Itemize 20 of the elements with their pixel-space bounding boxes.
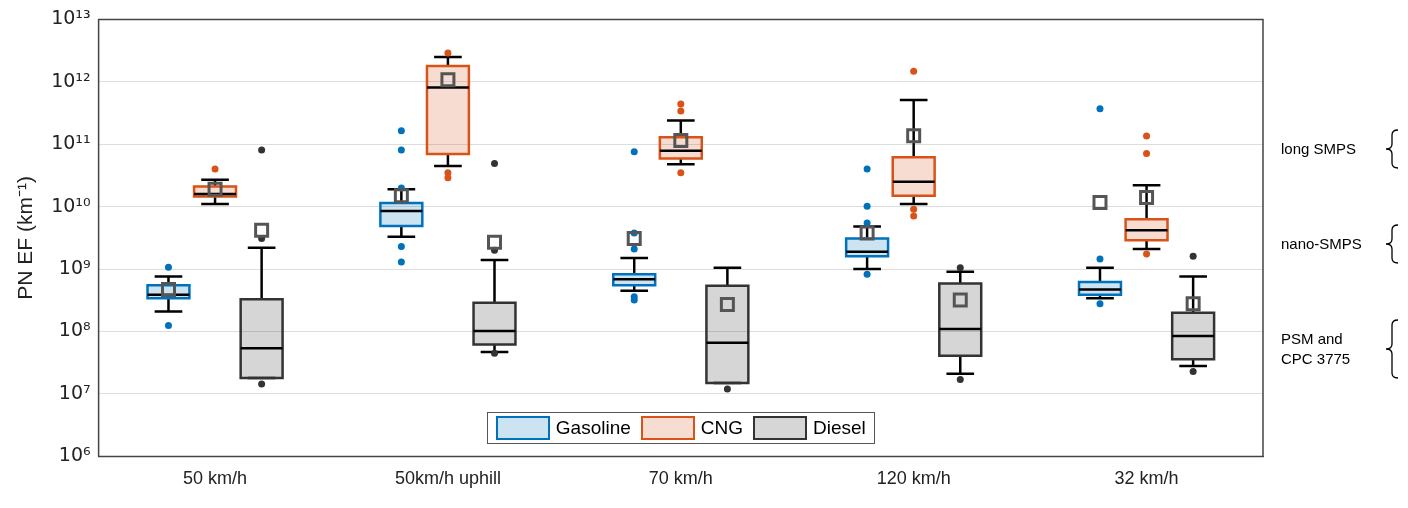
y-tick-label: 10¹³ bbox=[51, 6, 91, 29]
y-tick-label: 10¹¹ bbox=[51, 131, 91, 154]
x-tick-label: 70 km/h bbox=[648, 468, 713, 489]
legend-label: Diesel bbox=[813, 417, 866, 440]
y-tick-label: 10⁷ bbox=[58, 380, 91, 403]
text: PSM and CPC 3775 bbox=[1281, 329, 1352, 370]
y-tick-label: 10¹² bbox=[51, 68, 91, 91]
y-tick-label: 10¹⁰ bbox=[51, 193, 91, 216]
y-tick-label: 10⁶ bbox=[58, 443, 91, 466]
x-tick-label: 32 km/h bbox=[1114, 468, 1179, 489]
y-axis-title: PN EF (km⁻¹) bbox=[13, 176, 37, 300]
legend-label: CNG bbox=[700, 417, 744, 440]
legend-label: Gasoline bbox=[555, 417, 631, 440]
x-tick-label: 50 km/h bbox=[183, 468, 248, 489]
x-tick-label: 120 km/h bbox=[876, 468, 951, 489]
text: nano-SMPS bbox=[1281, 234, 1363, 255]
y-tick-label: 10⁹ bbox=[58, 256, 91, 279]
x-tick-label: 50km/h uphill bbox=[394, 468, 501, 489]
y-tick-label: 10⁸ bbox=[58, 318, 91, 341]
text: long SMPS bbox=[1281, 139, 1358, 160]
